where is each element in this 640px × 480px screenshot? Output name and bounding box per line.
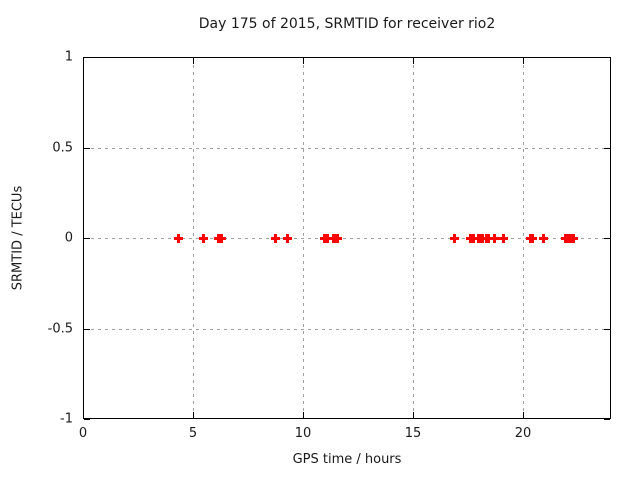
y-tick-mark-right	[604, 147, 610, 149]
x-tick-mark-top	[193, 58, 194, 64]
chart-title: Day 175 of 2015, SRMTID for receiver rio…	[198, 16, 496, 32]
x-axis-label: GPS time / hours	[292, 452, 402, 467]
y-tick-label: -1	[60, 411, 73, 427]
y-tick-mark-left	[84, 238, 90, 239]
plus-marker-vbar	[472, 234, 476, 243]
plus-marker-vbar	[493, 234, 497, 243]
plot-area-border	[83, 57, 611, 419]
gridline-horizontal	[84, 238, 610, 239]
x-tick-mark-top	[83, 58, 84, 64]
gridline-horizontal	[84, 328, 610, 330]
plus-marker-vbar	[571, 234, 575, 243]
x-tick-mark-top	[303, 58, 304, 64]
y-tick-mark-left	[84, 328, 90, 330]
y-tick-label: 0.5	[52, 140, 73, 155]
plus-marker-vbar	[502, 234, 506, 243]
x-tick-mark-bottom	[413, 412, 414, 418]
plus-marker-vbar	[336, 234, 340, 243]
plus-marker-vbar	[177, 234, 181, 243]
data-point-marker	[174, 234, 184, 243]
x-tick-label: 20	[514, 426, 532, 441]
data-point-marker	[450, 234, 460, 243]
plus-marker-vbar	[487, 234, 491, 243]
y-tick-mark-right	[604, 419, 610, 420]
plus-marker-vbar	[201, 234, 205, 243]
data-point-marker	[198, 234, 208, 243]
y-tick-label: -0.5	[47, 321, 73, 336]
plus-marker-vbar	[325, 234, 329, 243]
x-tick-mark-bottom	[303, 412, 304, 418]
x-tick-mark-top	[413, 58, 414, 64]
data-point-marker	[469, 234, 479, 243]
y-tick-mark-left	[84, 419, 90, 420]
y-tick-label: 0	[64, 230, 73, 246]
y-axis-label: SRMTID / TECUs	[10, 185, 26, 291]
y-tick-label: 1	[64, 49, 73, 65]
plus-marker-vbar	[220, 234, 224, 243]
x-tick-mark-top	[523, 58, 524, 64]
x-tick-label: 15	[404, 426, 422, 441]
plus-marker-vbar	[541, 234, 545, 243]
x-tick-mark-bottom	[193, 412, 194, 418]
gridline-horizontal	[84, 147, 610, 149]
plus-marker-vbar	[285, 234, 289, 243]
x-tick-label: 5	[188, 426, 198, 441]
x-tick-mark-bottom	[83, 412, 84, 418]
data-point-marker	[499, 234, 509, 243]
data-point-marker	[271, 234, 281, 243]
plus-marker-vbar	[531, 234, 535, 243]
x-tick-label: 10	[294, 426, 312, 441]
data-point-marker	[538, 234, 548, 243]
data-point-marker	[490, 234, 500, 243]
y-tick-mark-right	[604, 328, 610, 330]
y-tick-mark-left	[84, 147, 90, 149]
data-point-marker	[568, 234, 578, 243]
data-point-marker	[322, 234, 332, 243]
data-point-marker	[333, 234, 343, 243]
plus-marker-vbar	[453, 234, 457, 243]
data-point-marker	[282, 234, 292, 243]
y-tick-mark-left	[84, 57, 90, 58]
x-tick-mark-bottom	[523, 412, 524, 418]
y-tick-mark-right	[604, 57, 610, 58]
data-point-marker	[528, 234, 538, 243]
y-tick-mark-right	[604, 238, 610, 239]
plus-marker-vbar	[274, 234, 278, 243]
x-tick-label: 0	[78, 426, 88, 441]
data-point-marker	[484, 234, 494, 243]
data-point-marker	[217, 234, 227, 243]
